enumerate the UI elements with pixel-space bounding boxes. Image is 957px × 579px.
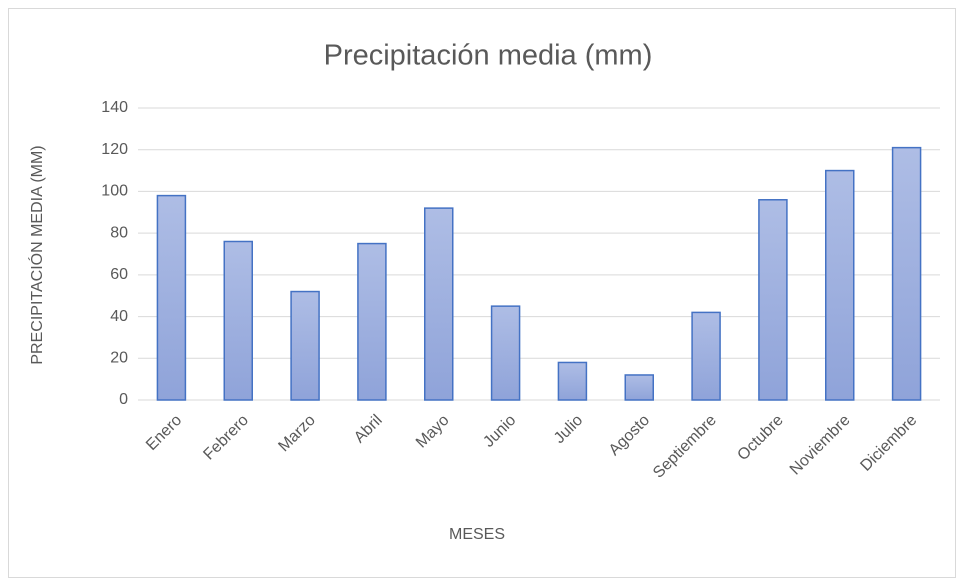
bar bbox=[490, 305, 521, 401]
bar bbox=[357, 242, 387, 401]
bar bbox=[691, 311, 721, 401]
bar bbox=[758, 199, 788, 401]
bar bbox=[424, 207, 454, 401]
y-tick-label: 60 bbox=[110, 266, 128, 283]
y-tick-label: 0 bbox=[119, 391, 128, 408]
y-tick-label: 80 bbox=[110, 224, 128, 241]
bar bbox=[825, 169, 855, 401]
bar bbox=[156, 194, 187, 401]
bar bbox=[223, 240, 253, 401]
chart-border bbox=[8, 8, 956, 578]
bar bbox=[557, 361, 588, 401]
bar bbox=[290, 290, 320, 401]
y-tick-label: 140 bbox=[101, 99, 128, 116]
y-tick-label: 40 bbox=[110, 308, 128, 325]
bar bbox=[624, 374, 654, 401]
y-tick-label: 100 bbox=[101, 183, 128, 200]
x-axis-title: MESES bbox=[449, 526, 505, 543]
chart-title: Precipitación media (mm) bbox=[324, 40, 653, 72]
y-tick-label: 120 bbox=[101, 141, 128, 158]
y-axis-title: PRECIPITACIÓN MEDIA (MM) bbox=[27, 145, 46, 364]
bar bbox=[891, 146, 922, 401]
y-tick-label: 20 bbox=[110, 350, 128, 367]
